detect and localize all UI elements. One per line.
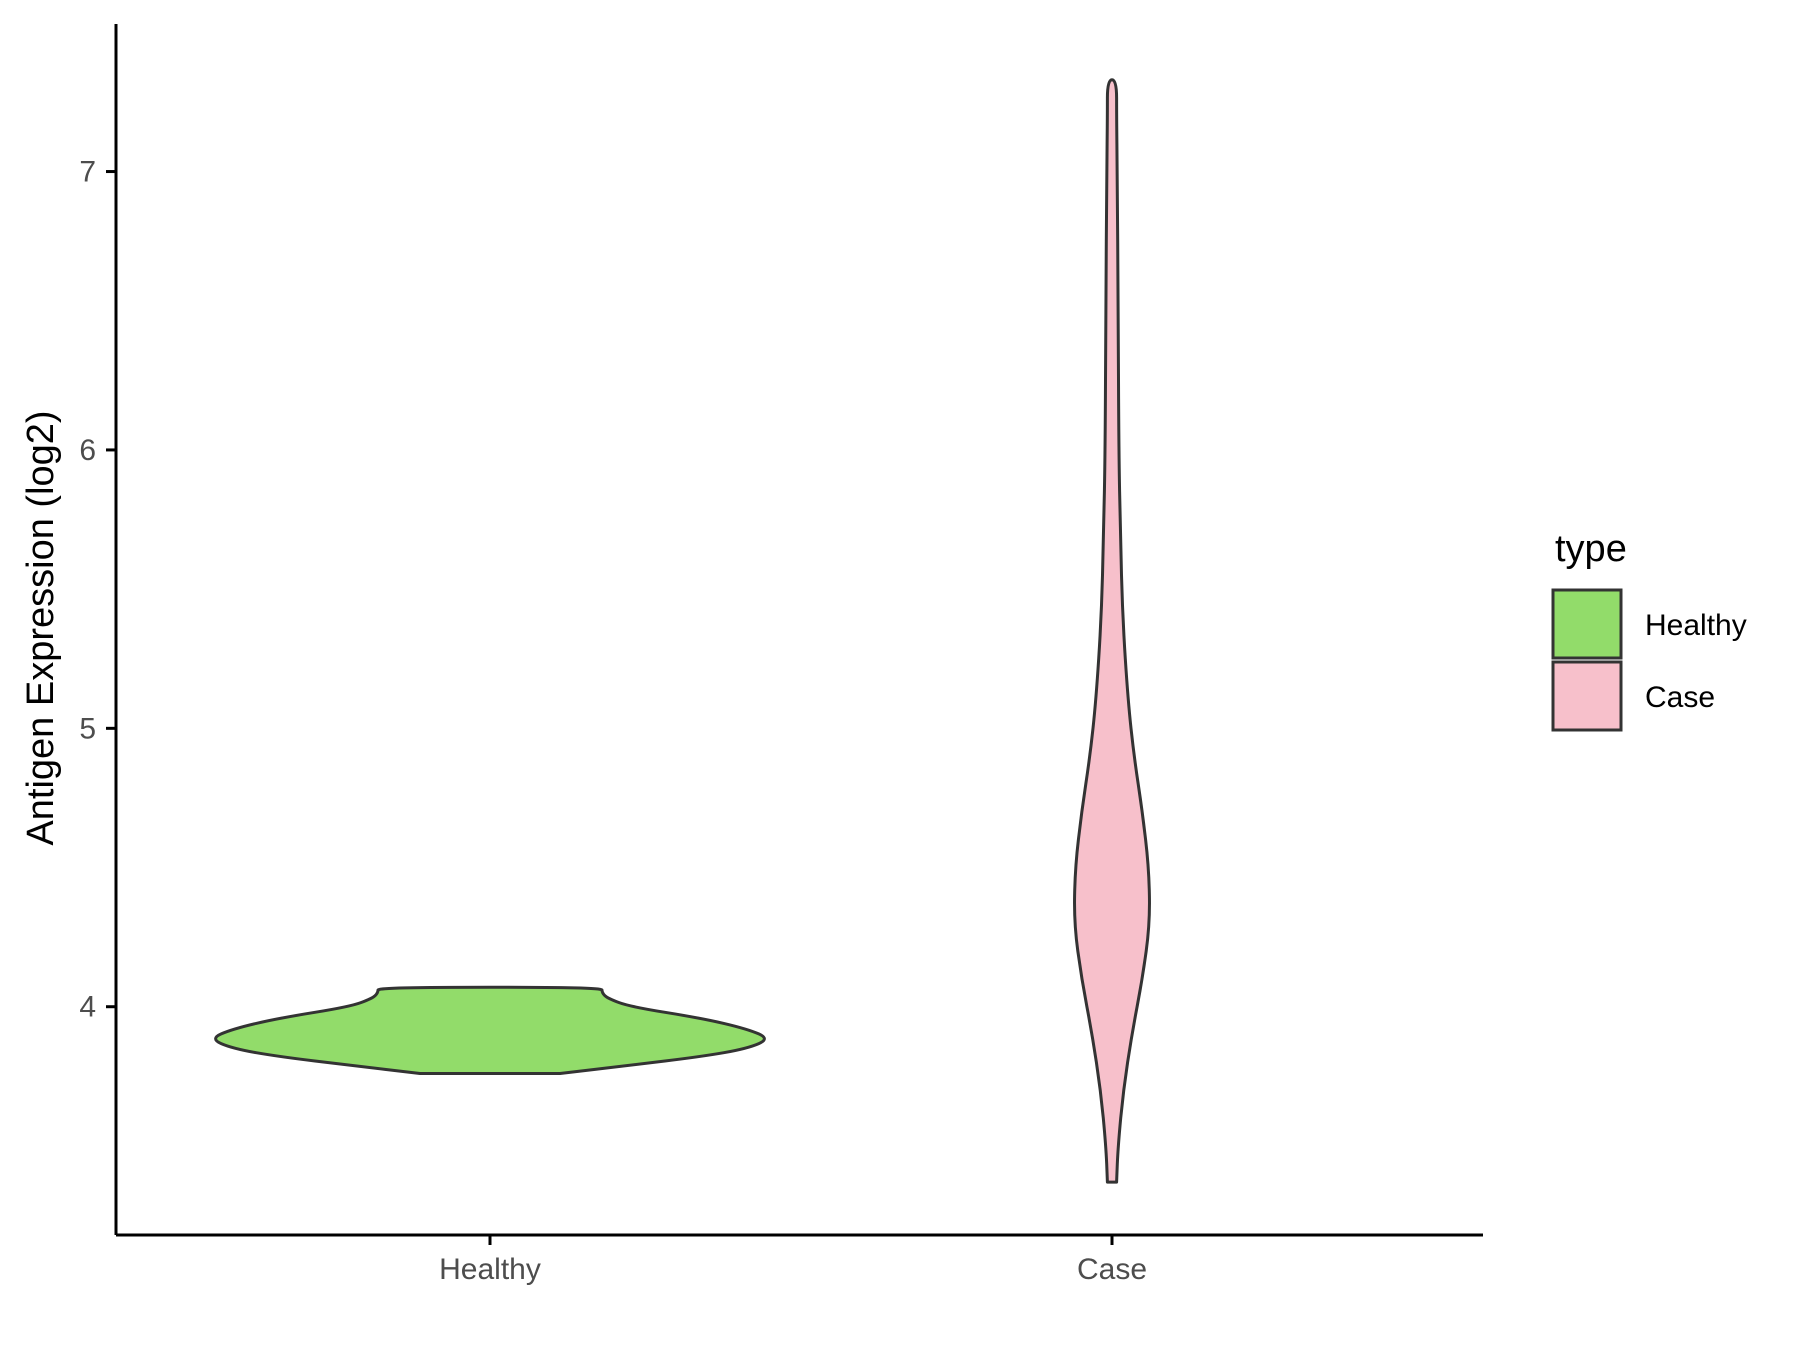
- legend-title: type: [1555, 528, 1627, 570]
- violin-layer: [214, 78, 1151, 1184]
- x-tick-label: Healthy: [439, 1253, 541, 1286]
- legend-swatch-case: [1551, 660, 1623, 732]
- violin-healthy: [214, 985, 766, 1075]
- y-tick-label: 5: [79, 712, 96, 745]
- y-ticks: 4 5 6 7: [79, 156, 116, 1024]
- legend-entries: Healthy Case: [1551, 588, 1747, 732]
- x-tick-label: Case: [1077, 1253, 1147, 1286]
- y-tick-label: 6: [79, 434, 96, 467]
- legend: type Healthy Case: [1551, 528, 1747, 732]
- violin-case: [1073, 78, 1151, 1184]
- y-axis-title: Antigen Expression (log2): [20, 410, 62, 845]
- y-tick-label: 7: [79, 156, 96, 189]
- axes: [114, 24, 1483, 1237]
- x-ticks: Healthy Case: [439, 1235, 1147, 1286]
- legend-swatch-healthy: [1551, 588, 1623, 660]
- y-tick-label: 4: [79, 991, 96, 1024]
- legend-label-case: Case: [1645, 681, 1715, 714]
- legend-label-healthy: Healthy: [1645, 609, 1747, 642]
